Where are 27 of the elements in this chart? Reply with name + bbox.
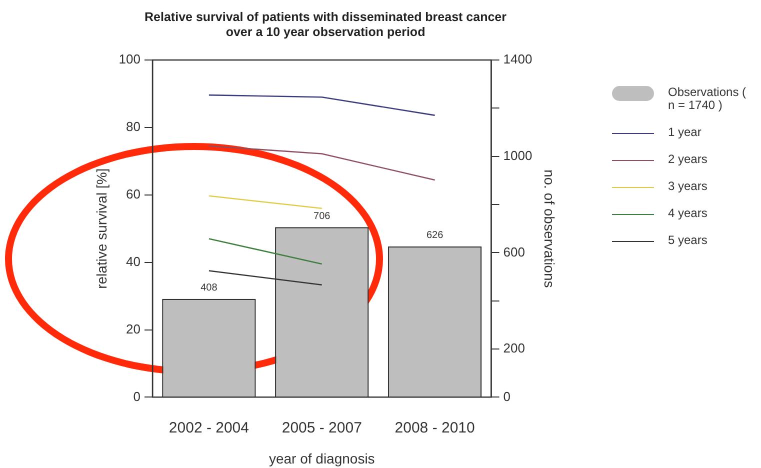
y2-tick-label: 1400 <box>503 52 532 67</box>
y-tick-label: 0 <box>133 388 140 404</box>
y-tick-label: 100 <box>118 52 140 67</box>
legend-label: 4 years <box>668 206 708 220</box>
y-tick-label: 80 <box>126 119 140 134</box>
y2-tick-label: 600 <box>503 244 525 260</box>
y-tick-label: 60 <box>126 186 140 202</box>
legend-label: 2 years <box>668 152 708 166</box>
y-tick-label: 40 <box>126 254 140 269</box>
legend-label: 1 year <box>668 125 702 139</box>
data-label: 408 <box>200 282 218 294</box>
y2-tick-label: 200 <box>503 340 525 356</box>
chart-title: Relative survival of patients with disseminated breast cancer over a 10 year observation period <box>144 10 507 39</box>
data-label: 626 <box>426 230 444 242</box>
legend-label: 5 years <box>668 233 708 247</box>
x-tick-label: 2002 - 2004 <box>168 419 249 436</box>
y2-tick-label: 1000 <box>503 148 532 163</box>
y-tick-label: 20 <box>126 321 140 336</box>
x-axis-title: year of diagnosis <box>268 450 375 466</box>
legend-label: Observations ( n = 1740 ) <box>668 85 748 112</box>
legend-label: 3 years <box>668 179 708 193</box>
y-axis-title: relative survival [%] <box>93 168 110 289</box>
y2-tick-label: 0 <box>503 388 511 404</box>
y2-axis-title: no. of observations <box>542 169 558 288</box>
x-tick-label: 2005 - 2007 <box>282 419 362 436</box>
x-tick-label: 2008 - 2010 <box>394 419 475 436</box>
data-label: 706 <box>314 210 331 222</box>
